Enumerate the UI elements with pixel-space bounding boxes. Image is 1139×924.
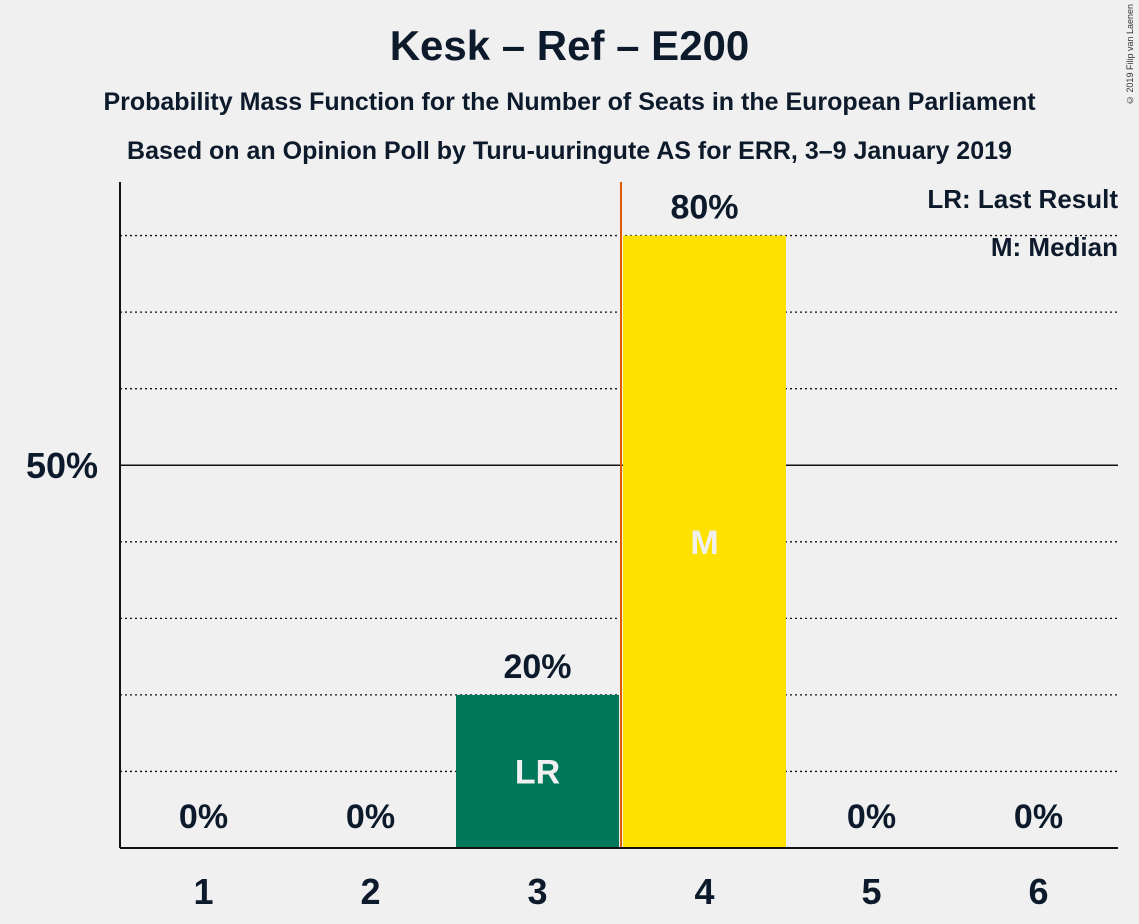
legend-last-result: LR: Last Result (927, 184, 1118, 214)
bar-mark-3: LR (515, 753, 560, 791)
x-tick-label-3: 3 (527, 871, 547, 912)
data-label-2: 0% (346, 798, 395, 836)
data-label-1: 0% (179, 798, 228, 836)
data-label-6: 0% (1014, 798, 1063, 836)
chart-subtitle-1: Probability Mass Function for the Number… (103, 88, 1036, 116)
legend-median: M: Median (990, 232, 1118, 262)
bar-mark-4: M (690, 524, 718, 562)
x-tick-label-6: 6 (1028, 871, 1048, 912)
data-label-5: 0% (847, 798, 896, 836)
chart-title: Kesk – Ref – E200 (389, 22, 750, 69)
x-tick-label-4: 4 (694, 871, 714, 912)
bar-3 (456, 694, 619, 848)
chart-subtitle-2: Based on an Opinion Poll by Turu-uuringu… (127, 137, 1012, 165)
y-tick-label: 50% (26, 445, 98, 486)
data-label-4: 80% (670, 189, 738, 227)
bar-4 (623, 235, 786, 849)
x-tick-label-5: 5 (861, 871, 881, 912)
data-label-3: 20% (503, 648, 571, 686)
x-tick-label-1: 1 (193, 871, 213, 912)
x-tick-label-2: 2 (360, 871, 380, 912)
